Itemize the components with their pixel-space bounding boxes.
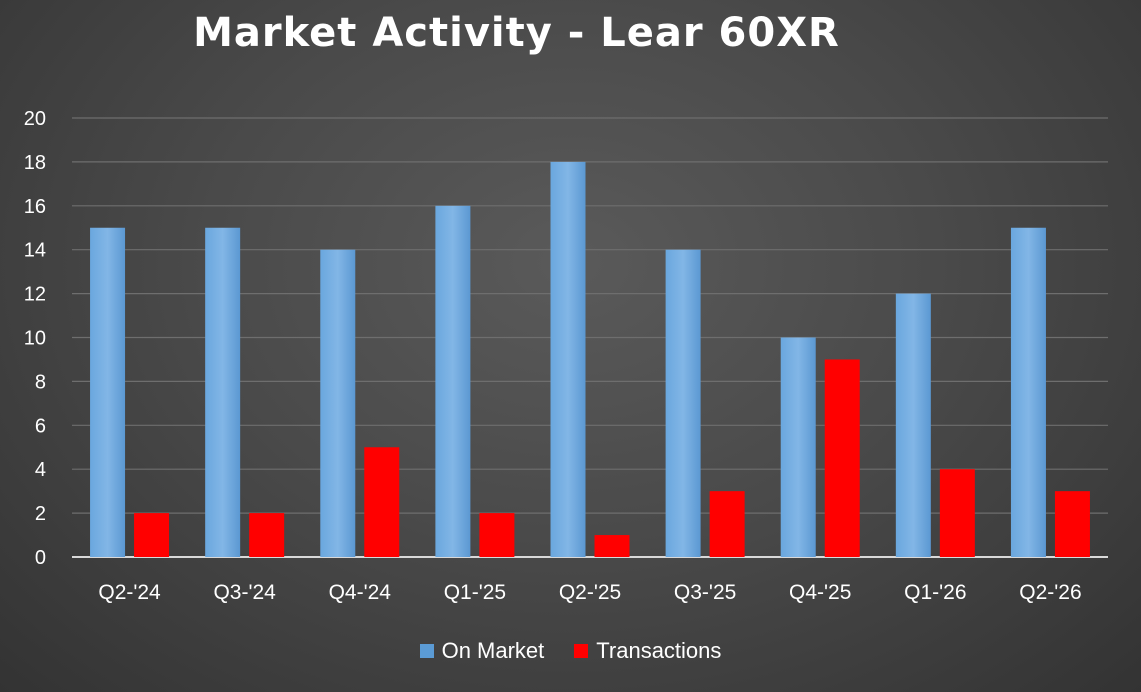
legend: On Market Transactions [0, 638, 1141, 664]
bar-on-market [895, 293, 931, 557]
legend-label-transactions: Transactions [596, 638, 722, 663]
legend-item-transactions: Transactions [574, 638, 721, 664]
x-tick-label: Q1-'25 [444, 581, 506, 604]
legend-swatch-on-market [419, 644, 434, 658]
bar-on-market [780, 337, 816, 557]
y-tick-label: 16 [24, 196, 46, 218]
x-tick-label: Q3-'25 [674, 581, 736, 604]
gridlines [72, 117, 1108, 558]
bar-on-market [205, 227, 241, 557]
bar-transactions [594, 535, 630, 557]
bar-on-market [320, 249, 356, 557]
bar-transactions [709, 491, 745, 557]
legend-swatch-transactions [574, 644, 589, 658]
x-tick-label: Q2-'24 [98, 581, 161, 604]
y-tick-label: 0 [35, 547, 46, 569]
chart-title: Market Activity - Lear 60XR [193, 10, 840, 56]
y-tick-label: 18 [24, 152, 46, 174]
bar-on-market [665, 249, 701, 557]
bar-on-market [1010, 227, 1046, 557]
bar-transactions [134, 513, 170, 557]
legend-item-on-market: On Market [419, 638, 545, 664]
y-tick-label: 14 [24, 240, 46, 262]
y-tick-label: 8 [35, 371, 46, 393]
y-tick-label: 20 [24, 108, 46, 130]
bar-on-market [435, 205, 471, 558]
y-tick-label: 2 [35, 503, 46, 525]
bar-transactions [249, 513, 285, 557]
bar-transactions [479, 513, 515, 557]
y-axis-tick-labels: 0 2 4 6 8 10 12 14 16 18 20 [24, 108, 46, 569]
y-tick-label: 6 [35, 415, 46, 437]
x-tick-label: Q2-'25 [559, 581, 621, 604]
y-tick-label: 12 [24, 284, 46, 306]
x-axis-tick-labels: Q2-'24 Q3-'24 Q4-'24 Q1-'25 Q2-'25 Q3-'25 Q4-'… [98, 581, 1081, 604]
x-tick-label: Q4-'25 [789, 581, 851, 604]
bar-transactions [1054, 491, 1090, 557]
bars [90, 161, 1090, 558]
x-tick-label: Q4-'24 [329, 581, 392, 604]
legend-label-on-market: On Market [441, 638, 545, 663]
y-tick-label: 10 [24, 328, 46, 350]
x-tick-label: Q2-'26 [1019, 581, 1081, 604]
y-tick-label: 4 [35, 459, 46, 481]
bar-on-market [90, 227, 126, 557]
bar-transactions [364, 447, 400, 557]
bar-transactions [939, 469, 975, 557]
x-tick-label: Q1-'26 [904, 581, 966, 604]
x-tick-label: Q3-'24 [213, 581, 276, 604]
bar-on-market [550, 161, 586, 557]
bar-transactions [824, 359, 860, 557]
